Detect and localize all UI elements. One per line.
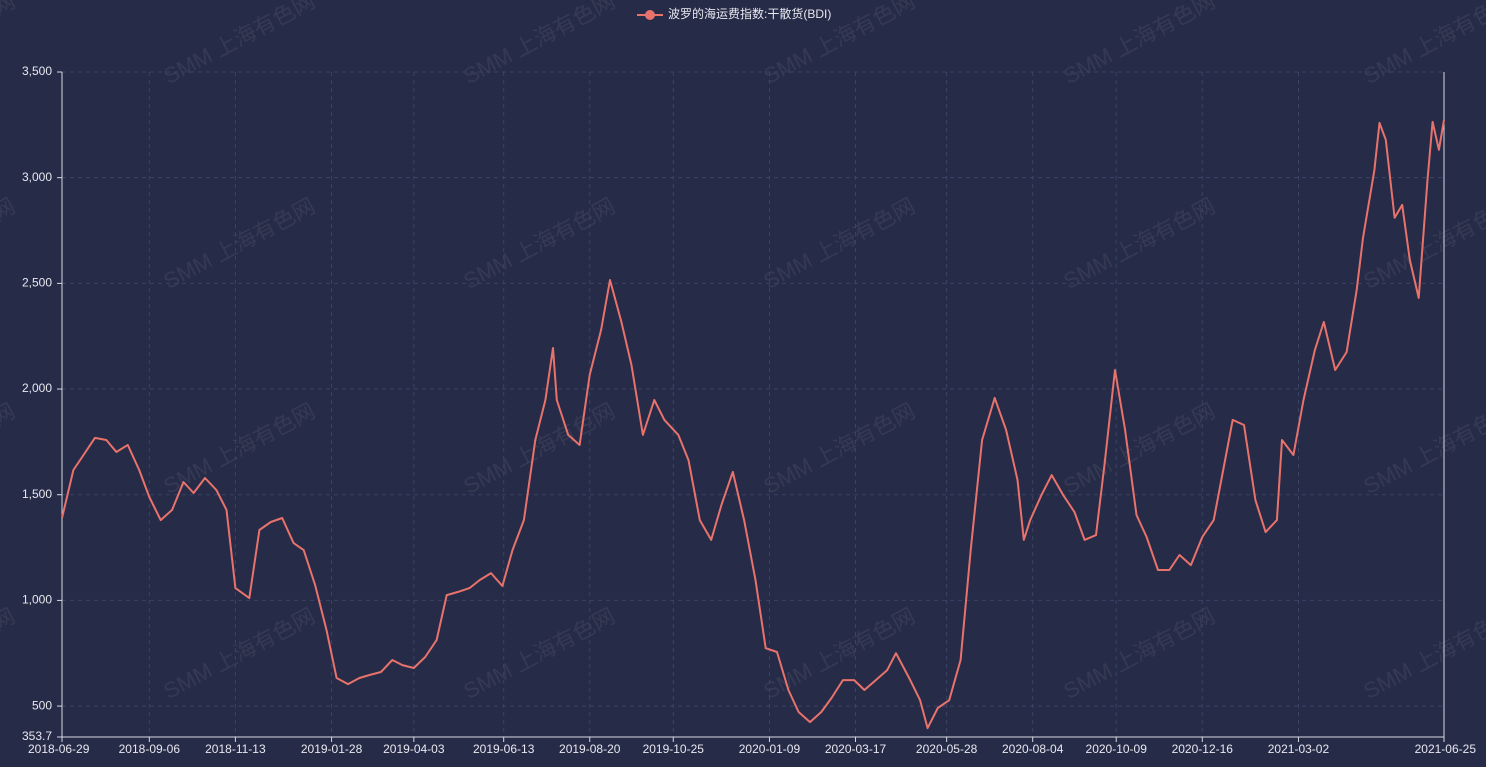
watermark: SMM 上海有色网 xyxy=(1059,398,1219,499)
grid xyxy=(62,71,1444,737)
watermark: SMM 上海有色网 xyxy=(1059,603,1219,704)
x-tick-label: 2020-03-17 xyxy=(825,742,887,756)
y-tick-label: 2,000 xyxy=(22,381,52,395)
x-tick-label: 2018-11-13 xyxy=(205,742,266,756)
watermark: SMM 上海有色网 xyxy=(459,603,619,704)
y-tick-label: 3,000 xyxy=(22,170,52,184)
x-tick-label: 2019-01-28 xyxy=(301,742,363,756)
x-tick-label: 2020-10-09 xyxy=(1086,742,1148,756)
watermark: SMM 上海有色网 xyxy=(0,398,19,499)
x-tick-label: 2019-04-03 xyxy=(383,742,445,756)
watermark: SMM 上海有色网 xyxy=(459,193,619,294)
x-tick-label: 2018-09-06 xyxy=(119,742,181,756)
watermarks: SMM 上海有色网 SMM 上海有色网 SMM 上海有色网 SMM 上海有色网 SMM … xyxy=(0,0,1486,704)
x-tick-label: 2020-08-04 xyxy=(1002,742,1064,756)
watermark: SMM 上海有色网 xyxy=(159,603,319,704)
watermark: SMM 上海有色网 xyxy=(0,193,19,294)
watermark: SMM 上海有色网 xyxy=(0,603,19,704)
y-tick-label: 1,000 xyxy=(22,593,52,607)
watermark: SMM 上海有色网 xyxy=(759,193,919,294)
watermark: SMM 上海有色网 xyxy=(1059,193,1219,294)
x-tick-label: 2021-03-02 xyxy=(1268,742,1330,756)
watermark: SMM 上海有色网 xyxy=(159,0,319,89)
x-tick-label: 2020-01-09 xyxy=(739,742,801,756)
y-tick-label: 2,500 xyxy=(22,276,52,290)
watermark: SMM 上海有色网 xyxy=(1359,603,1486,704)
x-tick-label: 2019-06-13 xyxy=(473,742,535,756)
y-tick-label: 500 xyxy=(32,698,52,712)
x-tick-label: 2021-06-25 xyxy=(1415,742,1477,756)
y-tick-label: 1,500 xyxy=(22,487,52,501)
watermark: SMM 上海有色网 xyxy=(1059,0,1219,89)
watermark: SMM 上海有色网 xyxy=(159,193,319,294)
axes: 353.7 500 1,000 1,500 2,000 2,500 3,000 3,500 20… xyxy=(22,64,1476,756)
x-tick-label: 2020-12-16 xyxy=(1172,742,1234,756)
watermark: SMM 上海有色网 xyxy=(1359,0,1486,89)
plot xyxy=(61,119,1445,730)
watermark: SMM 上海有色网 xyxy=(0,0,19,89)
series-line xyxy=(61,119,1445,730)
x-tick-label: 2019-08-20 xyxy=(559,742,621,756)
x-tick-label: 2018-06-29 xyxy=(28,742,90,756)
x-tick-label: 2020-05-28 xyxy=(916,742,978,756)
watermark: SMM 上海有色网 xyxy=(459,0,619,89)
y-tick-label: 353.7 xyxy=(22,729,52,743)
legend[interactable]: 波罗的海运费指数:干散货(BDI) xyxy=(637,6,831,21)
x-tick-label: 2019-10-25 xyxy=(643,742,705,756)
watermark: SMM 上海有色网 xyxy=(459,398,619,499)
watermark: SMM 上海有色网 xyxy=(759,398,919,499)
y-tick-label: 3,500 xyxy=(22,64,52,78)
watermark: SMM 上海有色网 xyxy=(1359,398,1486,499)
legend-marker xyxy=(645,10,655,20)
legend-label[interactable]: 波罗的海运费指数:干散货(BDI) xyxy=(668,6,831,21)
